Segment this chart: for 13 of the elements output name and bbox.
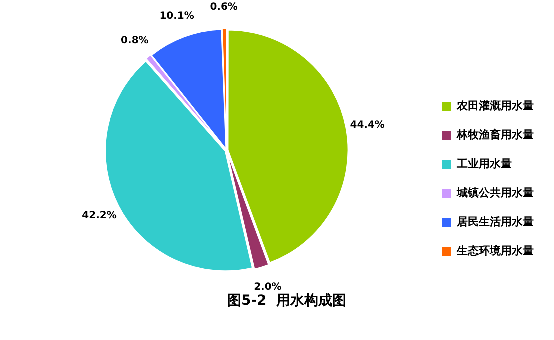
legend-label: 农田灌溉用水量	[456, 99, 534, 112]
data-label: 0.6%	[210, 2, 238, 14]
data-label: 42.2%	[82, 210, 117, 222]
data-label: 44.4%	[350, 120, 385, 131]
legend-label: 工业用水量	[456, 157, 512, 170]
legend-label: 生态环境用水量	[456, 244, 534, 258]
legend-label: 城镇公共用水量	[456, 186, 534, 200]
data-label: 2.0%	[254, 282, 282, 294]
data-label: 0.8%	[121, 35, 149, 46]
legend-label: 居民生活用水量	[456, 215, 534, 228]
text: 图5-2 用水构成图	[227, 293, 347, 310]
data-label: 10.1%	[160, 11, 194, 22]
legend-label: 林牧渔畜用水量	[456, 128, 534, 142]
